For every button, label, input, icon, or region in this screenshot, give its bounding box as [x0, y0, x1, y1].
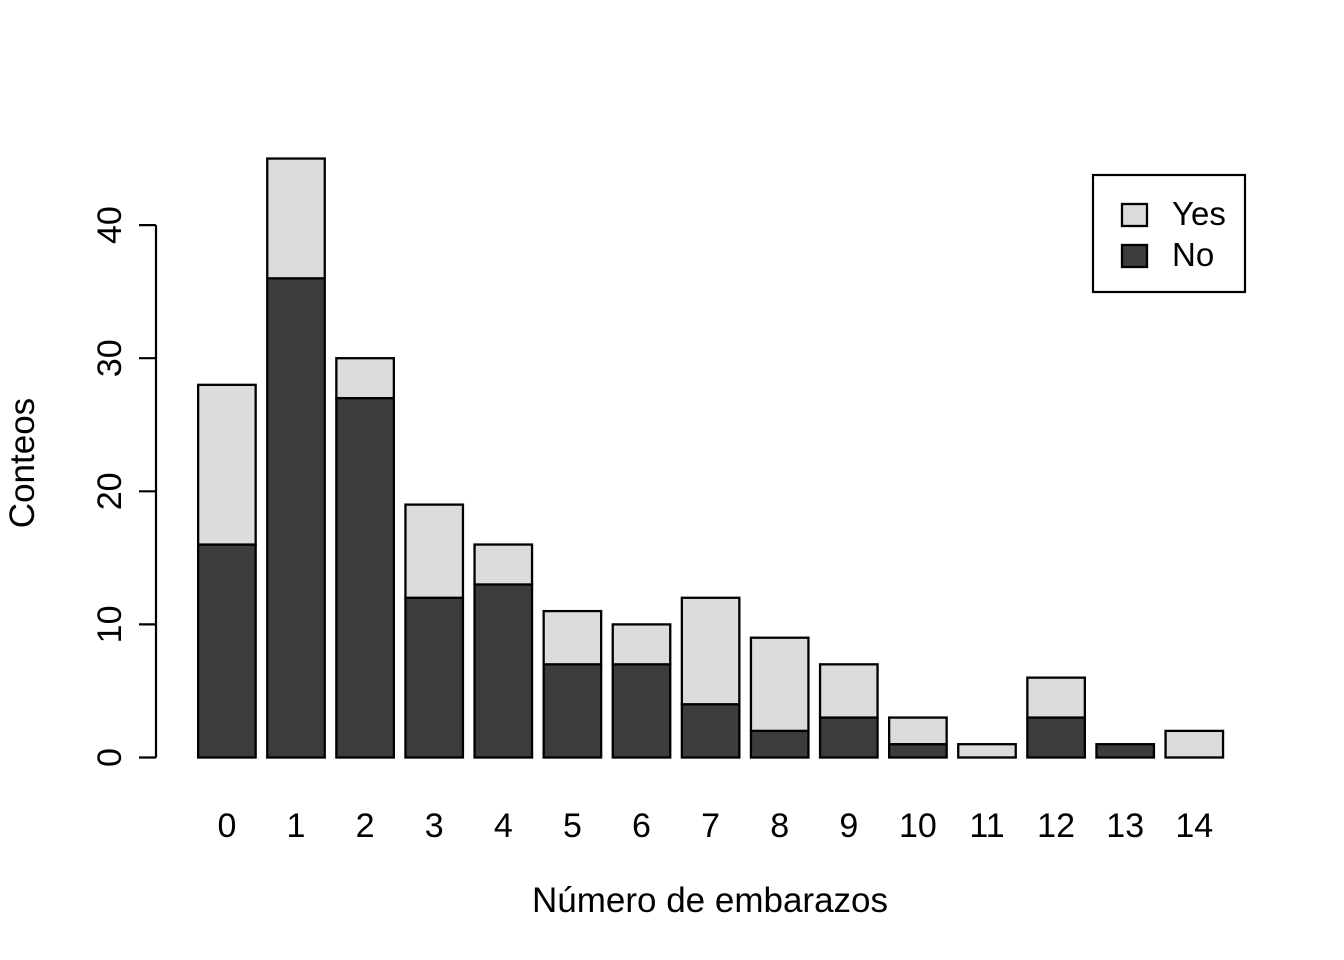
x-tick-label: 6	[632, 807, 651, 845]
bar-segment-1-no	[266, 277, 326, 759]
x-tick-label: 7	[701, 807, 720, 845]
x-tick-label: 12	[1037, 807, 1075, 845]
bar-segment-8-no	[749, 729, 810, 759]
bar-segment-12-no	[1026, 716, 1086, 759]
x-tick-label: 4	[494, 807, 513, 845]
y-tick-label: 30	[91, 339, 129, 377]
x-tick-label: 0	[217, 807, 236, 845]
x-tick-label: 13	[1106, 807, 1144, 845]
bar-segment-12-yes	[1026, 676, 1086, 719]
x-axis-title: Número de embarazos	[532, 881, 888, 920]
bar-segment-7-yes	[680, 596, 741, 706]
legend-swatch-yes	[1120, 202, 1149, 228]
x-tick-label: 8	[770, 807, 789, 845]
bar-segment-11-yes	[957, 743, 1017, 759]
bar-segment-8-yes	[749, 636, 810, 733]
bar-segment-5-no	[542, 663, 603, 759]
y-tick-label: 20	[91, 472, 129, 510]
y-tick-label: 40	[91, 206, 129, 244]
bar-segment-13-no	[1095, 743, 1156, 759]
bars-group	[196, 157, 1225, 759]
bar-segment-3-yes	[404, 503, 465, 599]
x-tick-label: 5	[563, 807, 582, 845]
bar-segment-9-no	[818, 716, 879, 759]
bar-segment-0-yes	[196, 383, 257, 546]
legend-swatch-no	[1120, 243, 1149, 269]
legend-label-no: No	[1172, 236, 1214, 273]
x-tick-label: 1	[287, 807, 306, 845]
bar-segment-1-yes	[266, 157, 326, 280]
bar-segment-10-no	[888, 743, 948, 759]
bar-segment-10-yes	[888, 716, 948, 746]
bar-segment-5-yes	[542, 609, 603, 666]
x-tick-label: 11	[969, 807, 1004, 845]
x-tick-label: 2	[356, 807, 375, 845]
legend-label-yes: Yes	[1172, 195, 1226, 232]
bar-segment-9-yes	[818, 663, 879, 719]
bar-segment-2-no	[335, 396, 396, 759]
x-tick-label: 3	[425, 807, 444, 845]
bar-segment-0-no	[196, 543, 257, 759]
bar-segment-14-yes	[1164, 729, 1225, 759]
x-tick-label: 9	[839, 807, 858, 845]
x-tick-label: 10	[899, 807, 937, 845]
bar-segment-4-yes	[473, 543, 534, 586]
legend: Yes No	[1091, 173, 1247, 294]
legend-box	[1091, 173, 1247, 294]
bar-segment-7-no	[680, 703, 741, 759]
bar-segment-6-no	[611, 663, 672, 759]
x-tick-label: 14	[1175, 807, 1213, 845]
bar-segment-4-no	[473, 583, 534, 759]
bar-segment-3-no	[404, 596, 465, 759]
bar-segment-6-yes	[611, 623, 672, 666]
y-axis: 0 10 20 30 40	[91, 206, 158, 767]
y-axis-title: Conteos	[3, 398, 42, 528]
bar-segment-2-yes	[335, 357, 396, 400]
x-axis-labels: 0 1 2 3 4 5 6 7 8 9 10 11 12 13 14	[217, 807, 1213, 845]
y-tick-label: 10	[91, 605, 129, 643]
y-tick-label: 0	[91, 748, 129, 767]
